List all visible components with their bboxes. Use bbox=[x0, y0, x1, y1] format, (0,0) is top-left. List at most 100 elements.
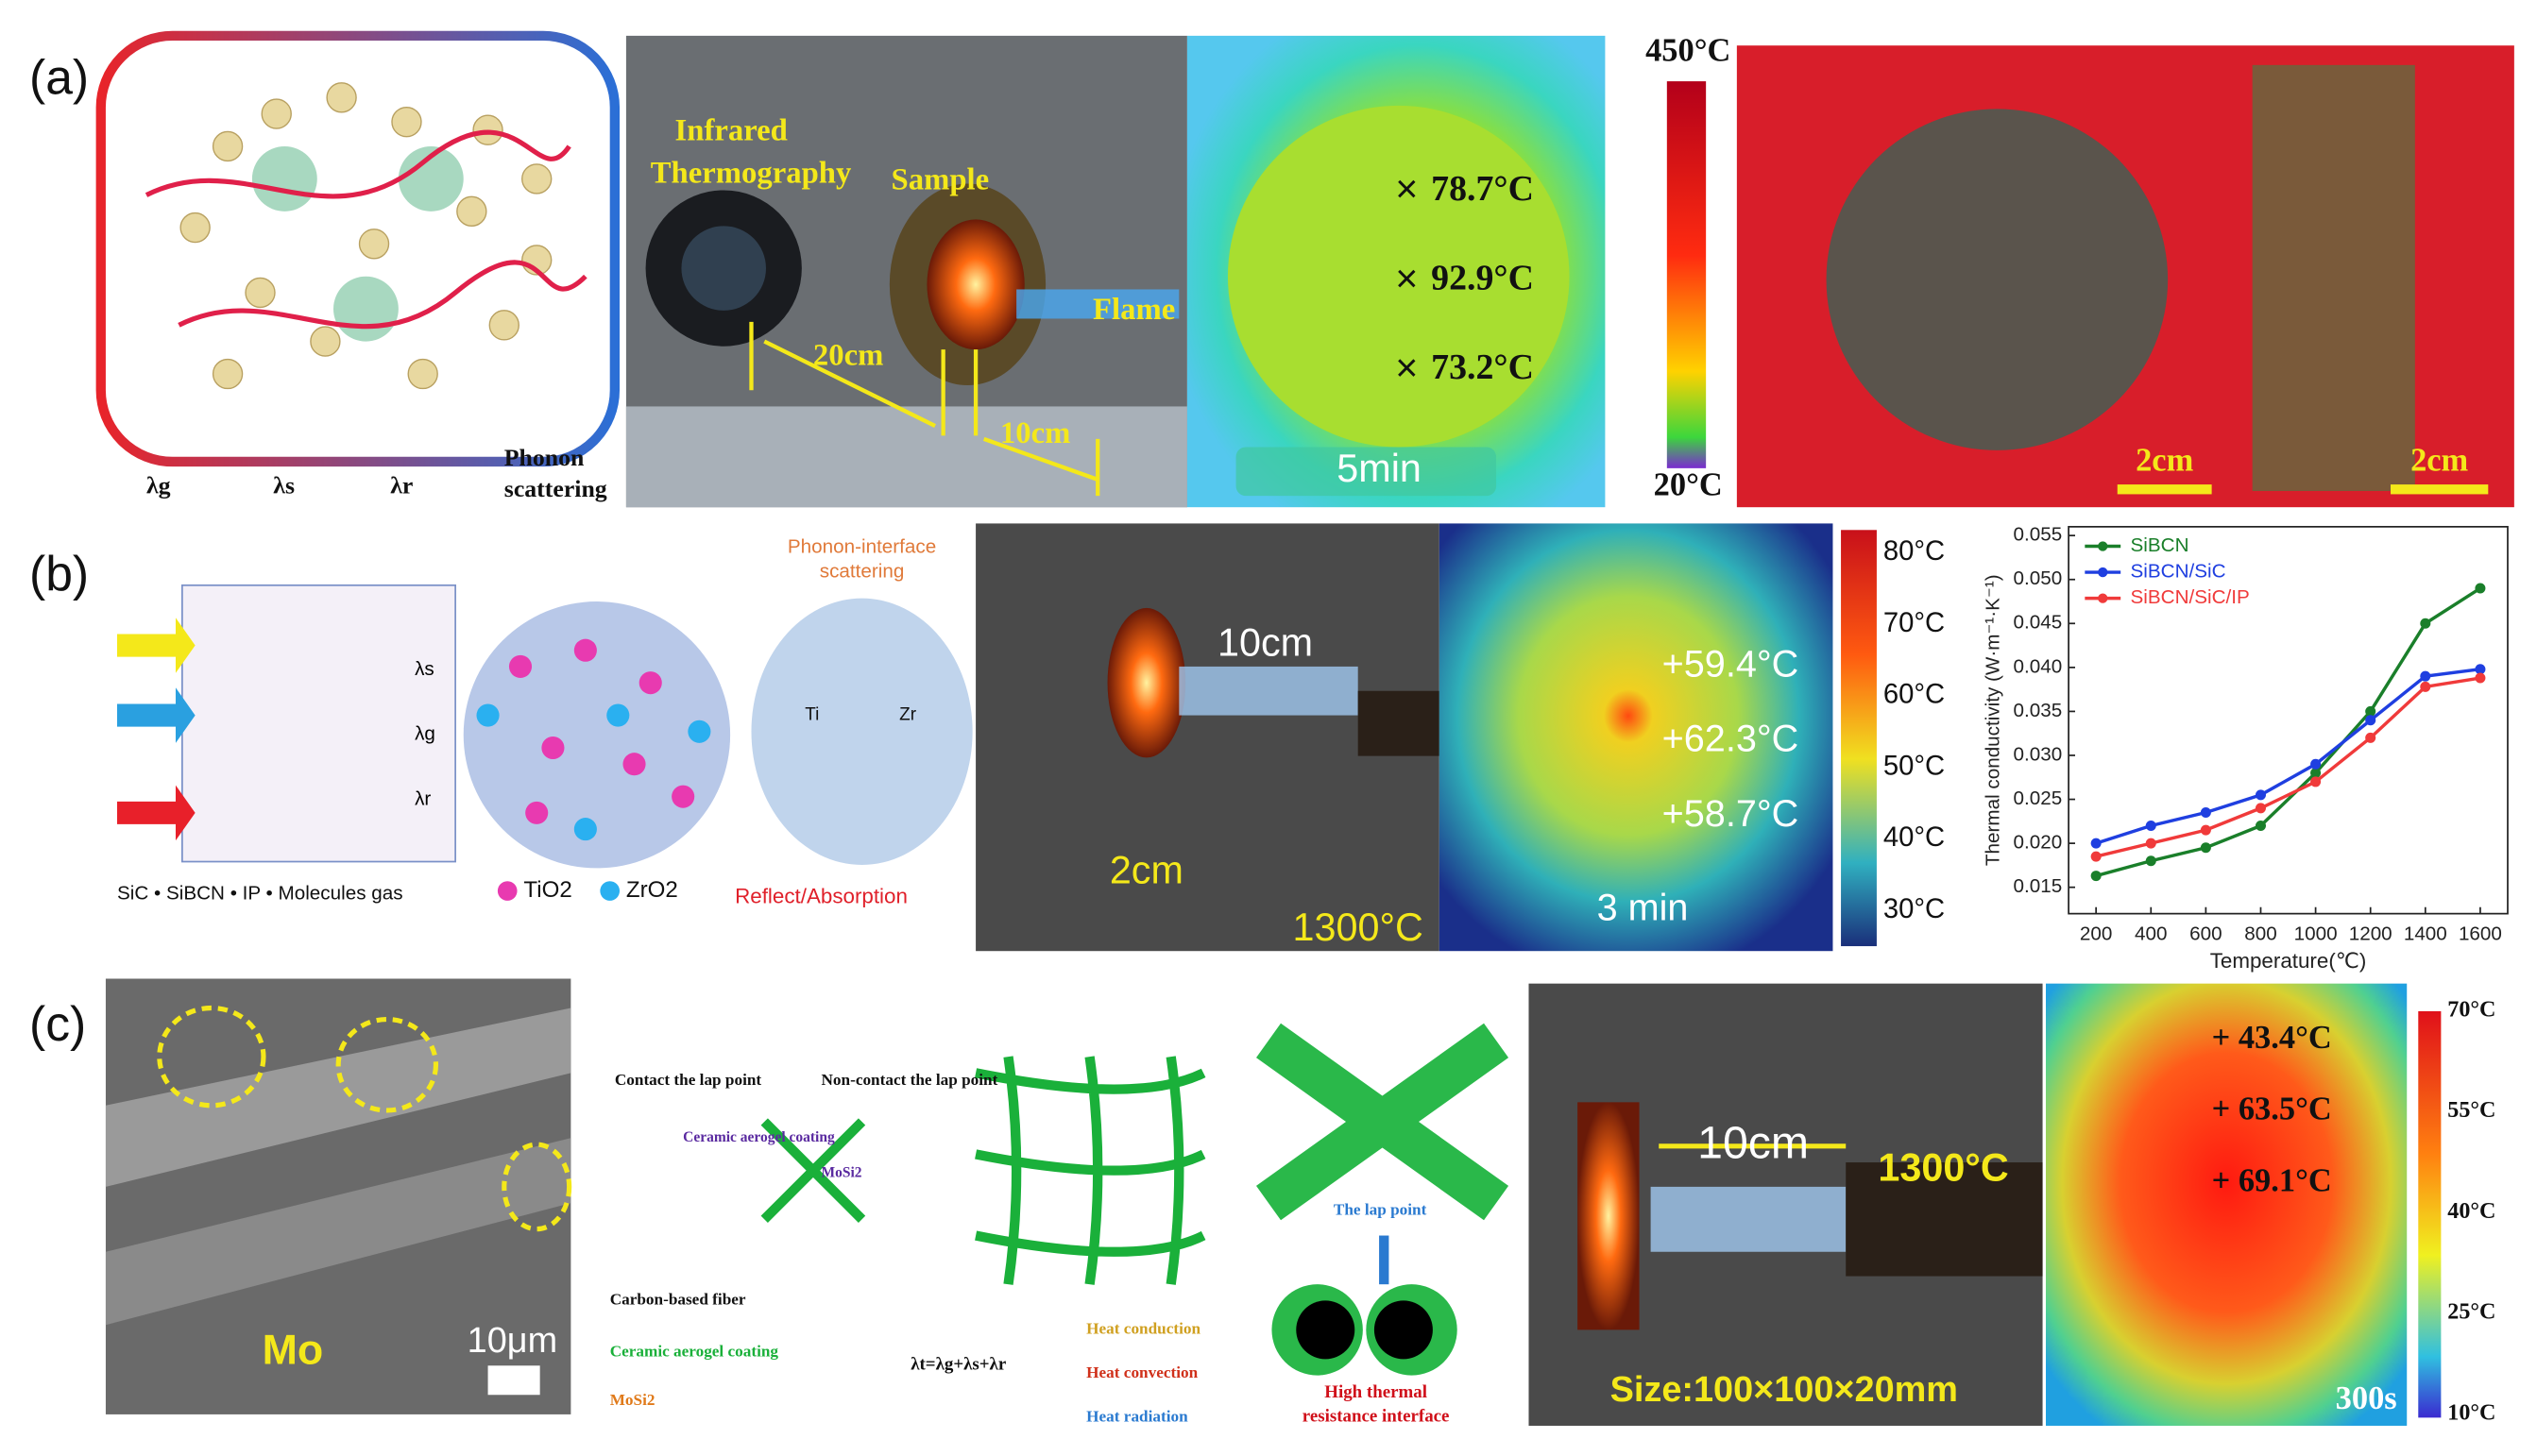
data-point bbox=[2145, 820, 2156, 832]
data-point bbox=[2475, 664, 2486, 675]
label: TiO2 bbox=[523, 877, 571, 903]
data-point bbox=[2200, 807, 2211, 819]
label: Ti bbox=[805, 705, 819, 725]
y-tick-label: 0.050 bbox=[2014, 567, 2063, 589]
label: Zr bbox=[899, 705, 916, 725]
label: ZrO2 bbox=[626, 877, 678, 903]
y-tick-label: 0.055 bbox=[2014, 524, 2063, 546]
label: Ceramic aerogel coating bbox=[610, 1342, 779, 1360]
data-point bbox=[2420, 681, 2431, 692]
label: 1300°C bbox=[1878, 1146, 2008, 1190]
label: MoSi2 bbox=[822, 1165, 862, 1181]
y-tick-label: 0.040 bbox=[2014, 655, 2063, 677]
data-point bbox=[2200, 824, 2211, 836]
marker-cross: × bbox=[1395, 257, 1418, 300]
label: λs bbox=[415, 658, 434, 680]
data-point bbox=[2365, 705, 2376, 717]
label: 1300°C bbox=[1293, 906, 1423, 949]
label: Heat conduction bbox=[1086, 1319, 1200, 1337]
label: 2cm bbox=[1110, 849, 1183, 892]
y-tick-label: 0.025 bbox=[2014, 787, 2063, 809]
x-tick-label: 600 bbox=[2189, 923, 2222, 944]
label: Phonon bbox=[504, 444, 585, 471]
y-tick-label: 0.030 bbox=[2014, 743, 2063, 765]
label: 300s bbox=[2336, 1380, 2397, 1416]
label: + 63.5°C bbox=[2212, 1092, 2332, 1127]
label: 10°C bbox=[2447, 1400, 2495, 1425]
label: 2cm bbox=[2136, 443, 2193, 479]
x-tick-label: 1000 bbox=[2294, 923, 2338, 944]
y-tick-label: 0.020 bbox=[2014, 832, 2063, 854]
series-line bbox=[2095, 676, 2481, 858]
data-point bbox=[2420, 618, 2431, 629]
data-point bbox=[2200, 842, 2211, 854]
label: Heat radiation bbox=[1086, 1407, 1188, 1425]
data-point bbox=[2090, 851, 2102, 862]
label: λr bbox=[390, 471, 413, 499]
label: Flame bbox=[1093, 293, 1175, 327]
label: 450°C bbox=[1645, 33, 1730, 69]
legend-marker bbox=[2098, 567, 2108, 578]
label: 10μm bbox=[468, 1321, 557, 1361]
data-point bbox=[2475, 672, 2486, 684]
label: 30°C bbox=[1883, 894, 1945, 924]
label: 92.9°C bbox=[1431, 259, 1534, 298]
plot-frame bbox=[2068, 525, 2509, 915]
label: scattering bbox=[504, 475, 607, 502]
label: 40°C bbox=[2447, 1199, 2495, 1224]
data-point bbox=[2365, 715, 2376, 726]
label: 60°C bbox=[1883, 680, 1945, 710]
data-point bbox=[2420, 670, 2431, 682]
label: 20cm bbox=[813, 338, 883, 372]
panel-b-art bbox=[117, 523, 1877, 952]
label: (c) bbox=[29, 996, 86, 1051]
label: scattering bbox=[820, 561, 905, 583]
label: Heat convection bbox=[1086, 1363, 1198, 1381]
legend-marker bbox=[2098, 541, 2108, 551]
label: 73.2°C bbox=[1431, 347, 1534, 387]
data-point bbox=[2310, 776, 2322, 787]
y-tick-label: 0.035 bbox=[2014, 700, 2063, 721]
label: λt=λg+λs+λr bbox=[911, 1355, 1006, 1375]
label: Size:100×100×20mm bbox=[1610, 1370, 1958, 1410]
y-tick-label: 0.015 bbox=[2014, 875, 2063, 897]
label: Contact the lap point bbox=[615, 1071, 762, 1089]
legend-label: SiBCN/SiC bbox=[2131, 561, 2226, 583]
label: Reflect/Absorption bbox=[735, 884, 908, 907]
x-tick-label: 1600 bbox=[2459, 923, 2502, 944]
label: 80°C bbox=[1883, 536, 1945, 567]
label: λr bbox=[415, 788, 431, 810]
label: +62.3°C bbox=[1662, 719, 1799, 760]
label: High thermal bbox=[1324, 1382, 1427, 1402]
label: 10cm bbox=[1217, 620, 1313, 664]
label: 20°C bbox=[1654, 466, 1723, 502]
data-point bbox=[2255, 820, 2266, 832]
data-point bbox=[2310, 758, 2322, 770]
legend-marker bbox=[2098, 593, 2108, 603]
x-tick-label: 200 bbox=[2080, 923, 2112, 944]
data-point bbox=[2475, 583, 2486, 594]
label: Ceramic aerogel coating bbox=[683, 1129, 835, 1145]
label: 70°C bbox=[1883, 608, 1945, 638]
legend-label: SiBCN/SiC/IP bbox=[2131, 586, 2250, 608]
label: + 43.4°C bbox=[2212, 1020, 2332, 1056]
y-tick-label: 0.045 bbox=[2014, 612, 2063, 634]
label: +59.4°C bbox=[1662, 643, 1799, 685]
label: 70°C bbox=[2447, 997, 2495, 1022]
series-line bbox=[2095, 668, 2481, 845]
label: λg bbox=[146, 471, 171, 499]
label: SiC • SiBCN • IP • Molecules gas bbox=[117, 882, 403, 904]
label: + 69.1°C bbox=[2212, 1162, 2332, 1198]
data-point bbox=[2145, 855, 2156, 867]
label: MoSi2 bbox=[610, 1391, 656, 1409]
label: 40°C bbox=[1883, 822, 1945, 853]
label: Infrared bbox=[675, 114, 788, 148]
panel-a-art bbox=[95, 30, 2514, 508]
label: Non-contact the lap point bbox=[822, 1071, 998, 1089]
label: 25°C bbox=[2447, 1300, 2495, 1325]
label: 50°C bbox=[1883, 751, 1945, 781]
legend-label: SiBCN bbox=[2131, 534, 2189, 556]
data-point bbox=[2090, 838, 2102, 849]
label: Phonon-interface bbox=[788, 536, 936, 558]
x-tick-label: 800 bbox=[2244, 923, 2276, 944]
